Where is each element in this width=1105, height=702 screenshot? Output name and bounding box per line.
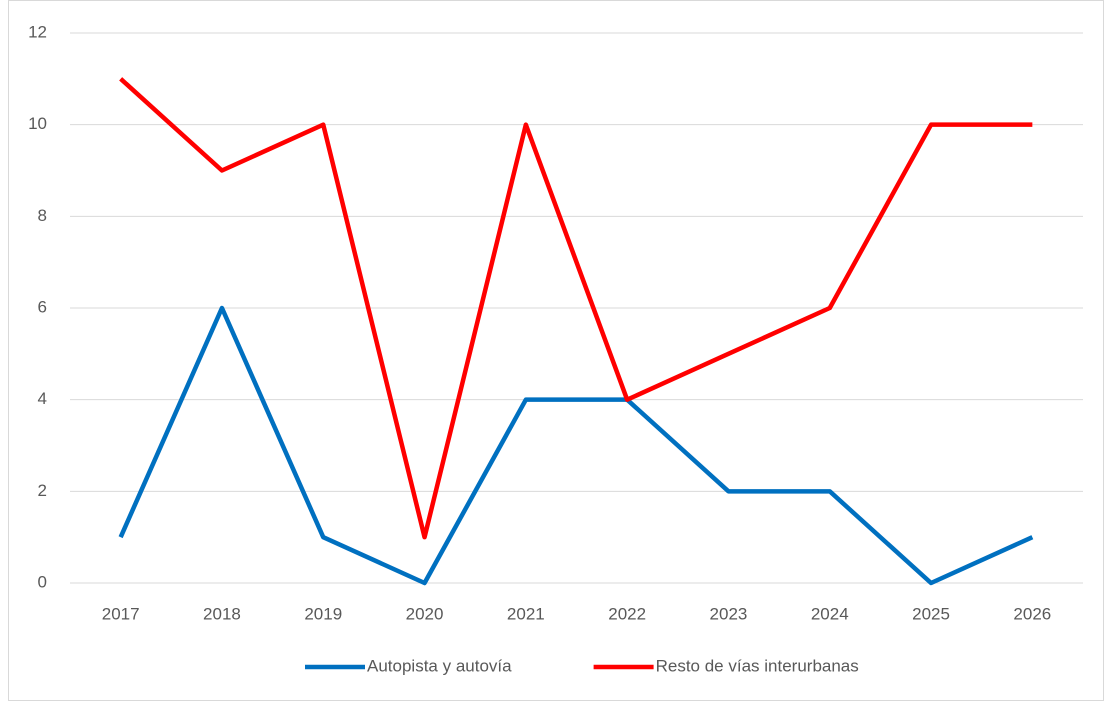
x-tick-label: 2017 bbox=[102, 604, 140, 623]
x-tick-label: 2024 bbox=[811, 604, 849, 623]
y-tick-label: 2 bbox=[38, 481, 47, 500]
x-tick-label: 2020 bbox=[406, 604, 444, 623]
legend-label: Resto de vías interurbanas bbox=[656, 656, 859, 675]
x-tick-label: 2023 bbox=[710, 604, 748, 623]
legend-label: Autopista y autovía bbox=[367, 656, 512, 675]
y-tick-label: 10 bbox=[28, 114, 47, 133]
x-tick-label: 2026 bbox=[1013, 604, 1051, 623]
y-tick-label: 8 bbox=[38, 206, 47, 225]
y-tick-label: 4 bbox=[38, 389, 47, 408]
y-tick-label: 6 bbox=[38, 297, 47, 316]
y-tick-label: 0 bbox=[38, 572, 47, 591]
x-tick-label: 2025 bbox=[912, 604, 950, 623]
y-tick-label: 12 bbox=[28, 22, 47, 41]
x-tick-label: 2019 bbox=[304, 604, 342, 623]
series-line bbox=[119, 77, 1033, 540]
series-line bbox=[118, 305, 1034, 586]
chart-border bbox=[8, 0, 1104, 701]
x-tick-label: 2018 bbox=[203, 604, 241, 623]
x-tick-label: 2022 bbox=[608, 604, 646, 623]
x-tick-label: 2021 bbox=[507, 604, 545, 623]
